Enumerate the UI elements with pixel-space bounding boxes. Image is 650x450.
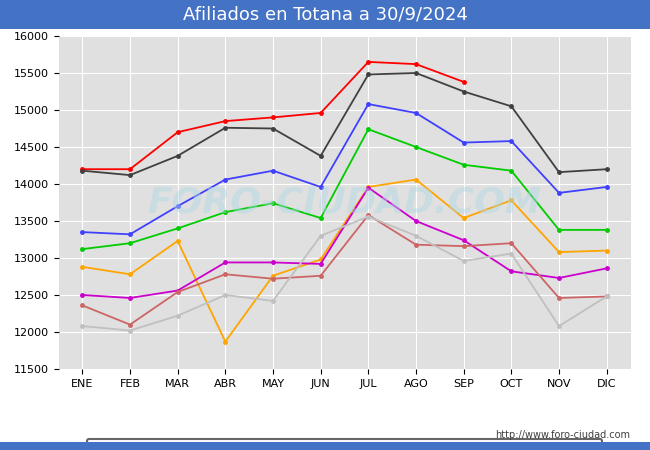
Text: http://www.foro-ciudad.com: http://www.foro-ciudad.com xyxy=(495,430,630,440)
Legend: 2024, 2023, 2022, 2021, 2020, 2019, 2018, 2017: 2024, 2023, 2022, 2021, 2020, 2019, 2018… xyxy=(87,439,602,450)
Text: Afiliados en Totana a 30/9/2024: Afiliados en Totana a 30/9/2024 xyxy=(183,6,467,24)
Text: FORO-CIUDAD.COM: FORO-CIUDAD.COM xyxy=(148,185,541,220)
